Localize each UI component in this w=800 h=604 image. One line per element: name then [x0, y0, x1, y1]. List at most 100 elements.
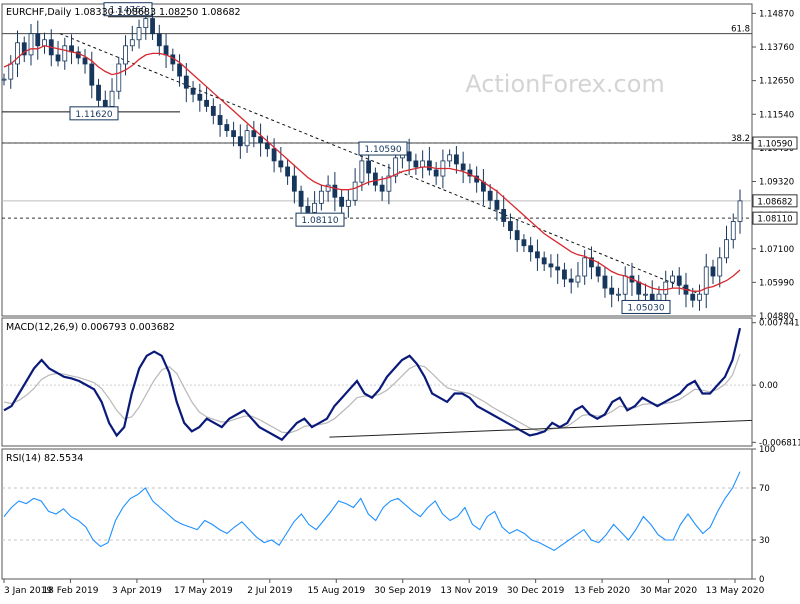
price-bar-body: [508, 221, 513, 231]
price-bar-body: [42, 39, 47, 47]
price-bar-body: [366, 160, 372, 174]
price-bar-body: [690, 293, 696, 301]
price-bar-body: [372, 172, 378, 186]
price-bar-body: [541, 257, 547, 265]
price-bar-body: [703, 266, 709, 295]
price-bar-body: [413, 160, 419, 168]
price-bar-body: [359, 160, 365, 183]
x-tick-label: 13 Feb 2020: [574, 586, 630, 596]
price-bar-body: [609, 287, 615, 295]
price-bar-body: [89, 63, 95, 86]
price-annotation: 1.05030: [621, 299, 671, 314]
price-bar-body: [426, 160, 432, 171]
price-bar-body: [724, 239, 729, 259]
price-bar-body: [602, 275, 608, 289]
price-y-tick-label: 1.05990: [759, 278, 794, 288]
macd-main-line: [3, 327, 742, 442]
price-bar-body: [102, 99, 108, 107]
price-bar-body: [501, 208, 507, 222]
price-bar-body: [339, 196, 345, 207]
moving-average-line: [3, 45, 741, 292]
price-bar-body: [379, 184, 385, 192]
price-bar-body: [663, 281, 669, 295]
price-bar-body: [325, 184, 331, 192]
price-y-tick-label: 1.04880: [759, 312, 794, 322]
price-bar-body: [730, 221, 736, 241]
price-bar-body: [163, 45, 169, 56]
price-bar-body: [595, 266, 601, 277]
macd-y-tick-label: 0.007441: [759, 319, 800, 329]
price-pane-frame: [1, 3, 753, 317]
price-bar-body: [487, 190, 493, 201]
price-annotation-label: 1.10590: [364, 145, 401, 155]
price-bar-body: [710, 266, 716, 277]
price-tag: 1.10590: [752, 136, 798, 150]
price-annotation: 1.11620: [69, 106, 119, 121]
price-bar-body: [244, 130, 250, 147]
x-tick-label: 15 Aug 2019: [307, 586, 365, 596]
price-bar-body: [697, 293, 702, 301]
price-bar-body: [177, 63, 182, 77]
price-y-tick-label: 1.14870: [759, 9, 794, 19]
price-bar-body: [737, 200, 743, 222]
price-bar-body: [717, 257, 723, 277]
rsi-pane-title: RSI(14) 82.5534: [6, 453, 83, 464]
rsi-line: [3, 471, 741, 552]
price-bar-body: [15, 42, 20, 65]
price-bar-body: [204, 99, 209, 107]
price-bar-body: [96, 84, 101, 101]
price-bar-body: [589, 257, 594, 268]
price-y-tick-label: 1.07100: [759, 245, 794, 255]
x-tick-label: 3 Jan 2019: [4, 586, 52, 596]
price-pane-title: EURCHF,Daily 1.08330 1.08683 1.08250 1.0…: [6, 7, 241, 18]
price-bar-body: [494, 199, 500, 210]
price-tag-label: 1.10590: [757, 140, 792, 150]
price-bar-body: [231, 130, 236, 138]
price-bar-body: [318, 190, 324, 204]
price-bar-body: [197, 93, 203, 101]
macd-pane-title: MACD(12,26,9) 0.006793 0.003682: [6, 322, 175, 333]
price-annotation: 1.10590: [358, 141, 408, 156]
price-bar-body: [643, 293, 648, 296]
price-bar-body: [224, 124, 230, 132]
price-tag-label: 1.08110: [757, 215, 792, 225]
rsi-y-tick-label: 100: [759, 445, 775, 455]
price-bar-body: [258, 136, 263, 144]
x-tick-label: 3 Apr 2019: [112, 586, 162, 596]
price-y-tick-label: 1.12650: [759, 77, 794, 87]
price-bar-body: [156, 33, 162, 47]
price-bar-body: [82, 57, 88, 65]
price-bar-body: [55, 54, 61, 62]
price-annotation-label: 1.14760: [109, 6, 146, 16]
price-bar-body: [264, 142, 270, 150]
price-annotation-label: 1.05030: [627, 303, 664, 313]
price-bar-body: [271, 148, 277, 162]
price-bar-body: [332, 184, 338, 198]
price-bar-body: [217, 115, 223, 125]
price-y-tick-label: 1.11540: [759, 110, 794, 120]
price-bar-body: [521, 239, 527, 247]
price-bar-body: [447, 154, 453, 162]
price-bar-body: [21, 42, 27, 56]
price-bar-body: [190, 87, 196, 95]
x-tick-label: 13 Nov 2019: [440, 586, 498, 596]
x-tick-label: 30 Sep 2019: [374, 586, 431, 596]
macd-y-tick-label: -0.006811: [759, 438, 800, 448]
price-y-tick-label: 1.13760: [759, 43, 794, 53]
chart-watermark: ActionForex.com: [465, 70, 665, 98]
x-tick-label: 13 May 2020: [706, 586, 765, 596]
price-annotation-label: 1.08110: [301, 216, 338, 226]
fib-level-label: 61.8: [731, 25, 750, 35]
fib-level-label: 38.2: [731, 134, 750, 144]
price-bar-body: [129, 39, 135, 47]
rsi-y-tick-label: 0: [759, 575, 764, 585]
price-bar-body: [1, 78, 7, 81]
price-bar-body: [278, 160, 284, 168]
price-bar-body: [143, 18, 149, 29]
price-bar-body: [420, 160, 426, 168]
price-y-tick-label: 1.09320: [759, 178, 794, 188]
price-bar-body: [237, 136, 243, 147]
price-bar-body: [298, 190, 304, 207]
price-bar-body: [656, 293, 662, 301]
